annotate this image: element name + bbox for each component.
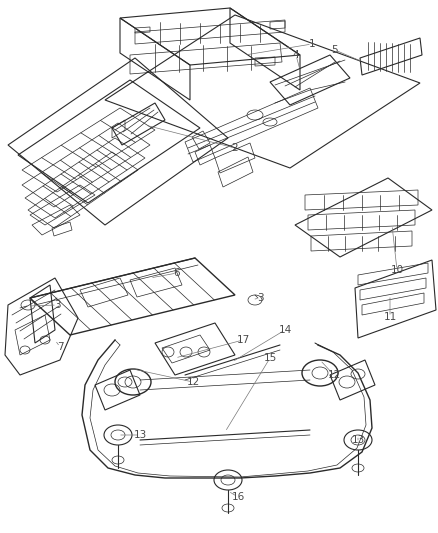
- Text: 13: 13: [351, 435, 364, 445]
- Text: 3: 3: [257, 293, 263, 303]
- Text: 12: 12: [187, 377, 200, 387]
- Text: 6: 6: [174, 268, 180, 278]
- Text: 5: 5: [332, 45, 338, 55]
- Text: 2: 2: [232, 143, 238, 153]
- Text: 1: 1: [309, 39, 315, 49]
- Text: 12: 12: [327, 370, 341, 380]
- Text: 15: 15: [263, 353, 277, 363]
- Text: 16: 16: [231, 492, 245, 502]
- Text: 13: 13: [134, 430, 147, 440]
- Text: 11: 11: [383, 312, 397, 322]
- Text: 4: 4: [293, 50, 299, 60]
- Text: 10: 10: [390, 265, 403, 275]
- Text: 7: 7: [57, 342, 64, 352]
- Text: 17: 17: [237, 335, 250, 345]
- Text: 14: 14: [279, 325, 292, 335]
- Text: 3: 3: [54, 300, 60, 310]
